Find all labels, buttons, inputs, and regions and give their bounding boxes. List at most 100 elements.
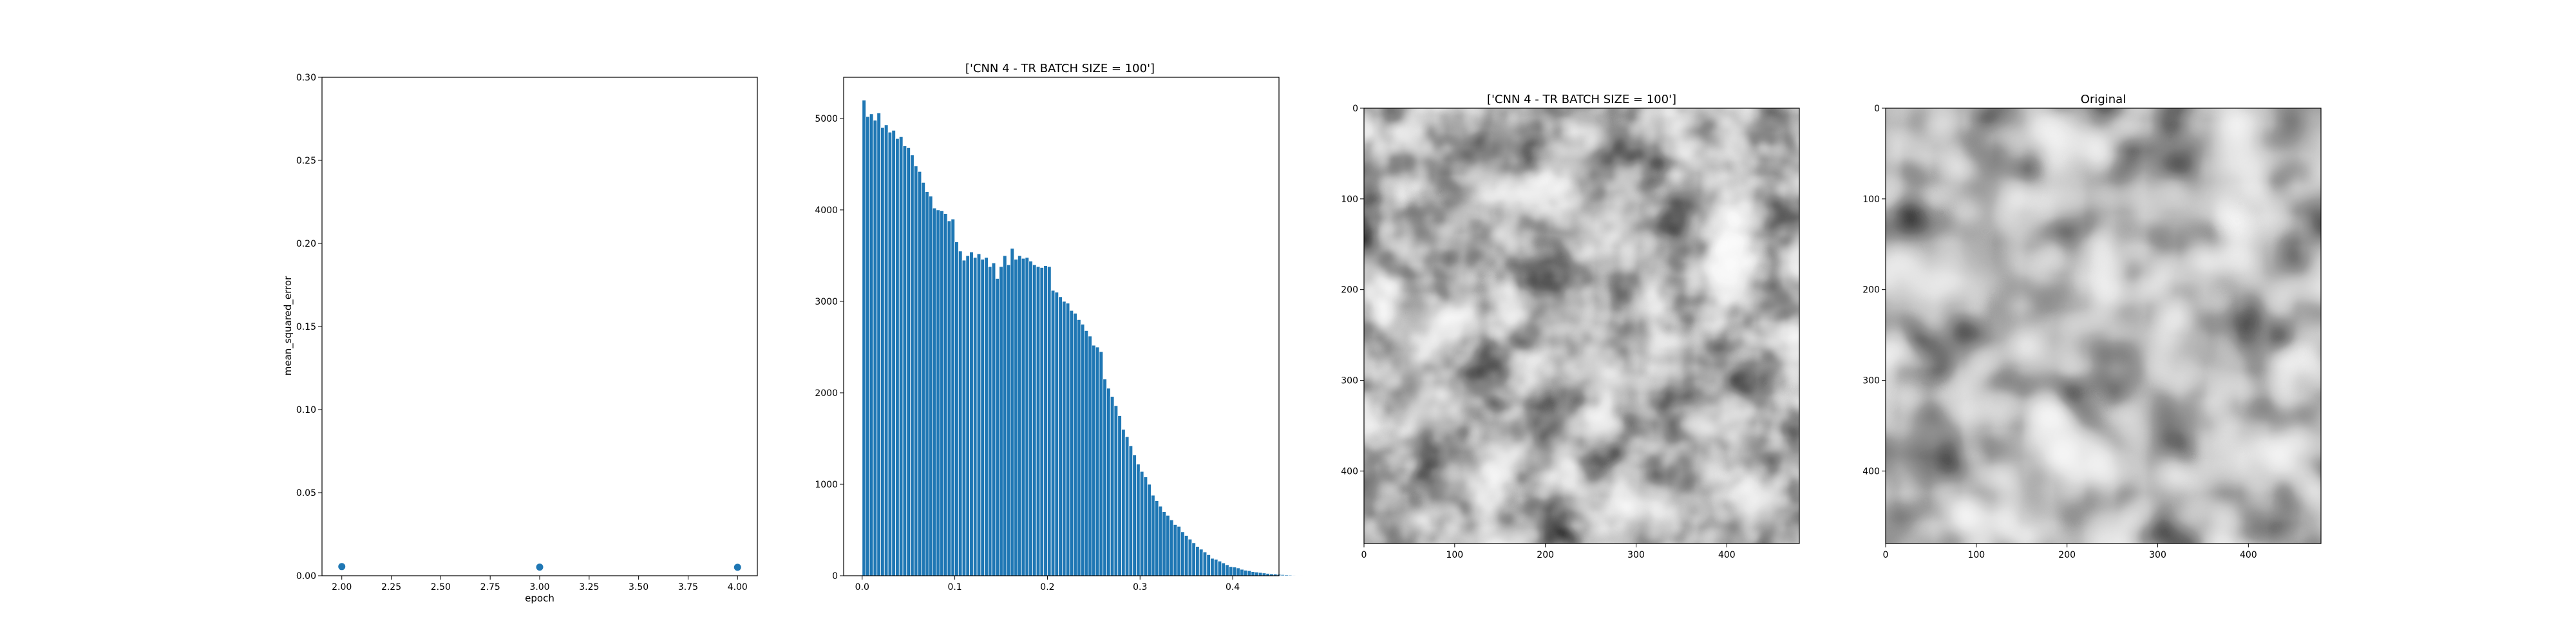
histogram-bar — [1295, 574, 1300, 576]
histogram-y-tick-label: 3000 — [815, 297, 838, 307]
histogram-bar — [972, 257, 978, 576]
original-image — [1886, 108, 2321, 544]
axes-frame — [1885, 108, 2322, 544]
histogram-bar — [866, 116, 870, 576]
histogram-bar — [984, 257, 989, 576]
histogram-bar — [1080, 324, 1085, 576]
scatter-x-tick-label: 3.25 — [579, 582, 599, 592]
histogram-x-tick-label: 0.3 — [1133, 582, 1147, 592]
scatter-x-tick-label: 2.75 — [480, 582, 500, 592]
histogram-bar — [913, 166, 918, 576]
histogram-title: ['CNN 4 - TR BATCH SIZE = 100'] — [965, 62, 1155, 75]
axes-frame — [843, 77, 1280, 576]
histogram-bar — [1147, 484, 1151, 576]
reconstruction-axes: 0 100 200 300 400 0 100 200 300 400 — [1341, 104, 1800, 560]
histogram-bar — [1243, 570, 1248, 576]
histogram-bar — [1028, 261, 1033, 576]
histogram-bar — [873, 120, 878, 576]
reconstruction-y-tick-label: 0 — [1352, 104, 1358, 114]
histogram-bar — [910, 155, 914, 576]
histogram-bar — [1054, 292, 1059, 576]
histogram-bar — [1036, 266, 1041, 576]
scatter-y-tick-label: 0.15 — [296, 322, 316, 332]
histogram-bar — [1158, 506, 1163, 576]
histogram-bar — [1154, 500, 1159, 576]
histogram-y-tick-label: 2000 — [815, 388, 838, 399]
histogram-bar — [1132, 455, 1137, 576]
histogram-bar — [891, 129, 896, 576]
histogram-bar — [936, 209, 940, 576]
reconstruction-image — [1364, 108, 1799, 544]
histogram-bar — [954, 242, 959, 576]
original-x-tick-label: 100 — [1967, 550, 1985, 560]
histogram-bar — [969, 251, 974, 576]
scatter-y-tick-label: 0.10 — [296, 405, 316, 415]
histogram-bar — [1143, 477, 1148, 576]
histogram-bar — [980, 259, 985, 576]
histogram-bar — [1188, 538, 1193, 576]
histogram-bar — [906, 147, 911, 576]
histogram-bar — [1232, 567, 1237, 576]
histogram-bar — [1092, 345, 1096, 576]
histogram-y-tick-label: 0 — [832, 571, 838, 582]
reconstruction-x-tick-label: 400 — [1718, 550, 1736, 560]
histogram-bar — [884, 124, 889, 576]
histogram-bar — [1084, 330, 1089, 576]
histogram-y-tick-label: 1000 — [815, 480, 838, 490]
histogram-bar — [1043, 265, 1048, 576]
histogram-bar — [869, 113, 874, 576]
histogram-bar — [1088, 336, 1092, 576]
axes-frame — [321, 77, 758, 576]
histogram-bar — [1006, 264, 1011, 576]
histogram-bar — [1077, 319, 1081, 576]
scatter-y-tick-label: 0.05 — [296, 488, 316, 498]
histogram-bar — [1025, 257, 1030, 576]
scatter-x-tick-label: 2.50 — [431, 582, 451, 592]
histogram-bar — [1002, 255, 1007, 576]
histogram-y-tick-label: 5000 — [815, 114, 838, 124]
histogram-bar — [928, 196, 933, 576]
scatter-x-tick-label: 4.00 — [728, 582, 748, 592]
histogram-bar — [1210, 558, 1215, 576]
reconstruction-x-tick-label: 200 — [1537, 550, 1554, 560]
histogram-bar — [1065, 303, 1070, 576]
histogram-x-tick-label: 0.2 — [1040, 582, 1054, 592]
histogram-bar — [1255, 571, 1259, 576]
histogram-bar — [1202, 551, 1208, 576]
reconstruction-x-tick-label: 100 — [1446, 550, 1463, 560]
reconstruction-y-tick-label: 300 — [1341, 376, 1358, 386]
histogram-axes: 0.0 0.1 0.2 0.3 0.4 0 1000 2000 3000 4000 5000 — [815, 77, 1326, 592]
histogram-bar — [1062, 301, 1066, 576]
original-y-tick-label: 400 — [1862, 466, 1880, 477]
scatter-x-tick-label: 3.75 — [678, 582, 698, 592]
histogram-bar — [1058, 296, 1063, 576]
histogram-bar — [1110, 396, 1115, 576]
reconstruction-title: ['CNN 4 - TR BATCH SIZE = 100'] — [1487, 93, 1676, 106]
scatter-y-tick-label: 0.30 — [296, 73, 316, 83]
original-axes: 0 100 200 300 400 0 100 200 300 400 — [1862, 104, 2322, 560]
histogram-bar — [1103, 379, 1107, 576]
scatter-point — [536, 564, 544, 571]
histogram-bar — [1106, 388, 1111, 576]
histogram-bar — [1021, 258, 1026, 576]
histogram-bar — [1162, 511, 1166, 576]
original-x-tick-label: 400 — [2240, 550, 2257, 560]
histogram-bar — [876, 112, 881, 576]
histogram-bar — [902, 146, 907, 576]
histogram-bar — [1121, 429, 1126, 576]
reconstruction-y-tick-label: 200 — [1341, 285, 1358, 296]
histogram-bar — [1032, 264, 1037, 576]
histogram-bar — [1139, 471, 1144, 576]
histogram-bar — [1166, 515, 1170, 576]
histogram-x-tick-label: 0.0 — [855, 582, 869, 592]
histogram-bar — [887, 131, 893, 576]
scatter-x-label: epoch — [525, 592, 554, 604]
histogram-bar — [999, 266, 1003, 576]
histogram-bar — [917, 171, 922, 576]
histogram-bar — [1073, 313, 1077, 576]
scatter-x-tick-label: 3.00 — [529, 582, 549, 592]
histogram-bar — [1151, 495, 1155, 576]
scatter-point — [734, 564, 741, 571]
scatter-y-label: mean_squared_error — [282, 276, 294, 375]
